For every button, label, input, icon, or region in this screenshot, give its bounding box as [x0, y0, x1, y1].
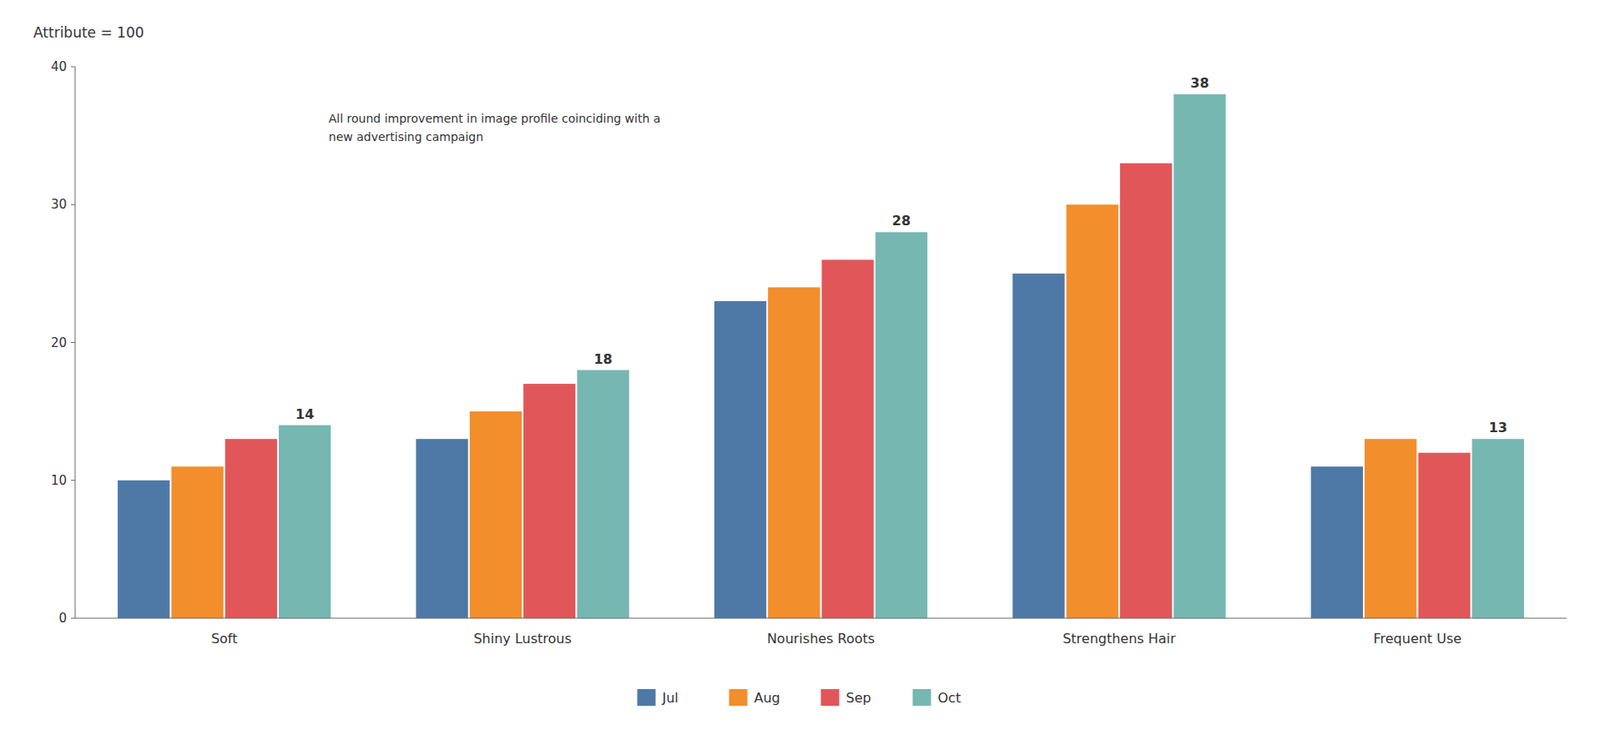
- y-tick-label: 20: [50, 335, 67, 351]
- bar: [225, 439, 278, 619]
- legend-swatch: [821, 689, 840, 707]
- data-label: 13: [1488, 419, 1508, 436]
- data-label: 38: [1190, 75, 1209, 91]
- annotation: All round improvement in image profile c…: [328, 111, 662, 144]
- y-tick: [70, 618, 76, 620]
- x-tick-label: Soft: [211, 630, 238, 647]
- legend-swatch: [913, 689, 932, 707]
- bar: [1364, 439, 1417, 619]
- bar: [767, 287, 820, 619]
- bar: [1066, 204, 1119, 619]
- chart-container: 14 18 28 38 13 0 10 20 30 40 Soft Shiny Lustrous Nou…: [0, 0, 1600, 735]
- bar: [822, 259, 874, 619]
- legend-label: Sep: [846, 690, 872, 707]
- bar: [576, 370, 629, 619]
- legend: Jul Aug Sep Oct: [637, 689, 962, 707]
- data-label: 14: [295, 406, 314, 423]
- chart-svg: 14 18 28 38 13 0 10 20 30 40 Soft Shiny Lustrous Nou…: [0, 0, 1600, 735]
- y-tick: [70, 66, 76, 68]
- bar: [117, 480, 170, 619]
- y-tick: [70, 204, 76, 206]
- annotation-line: new advertising campaign: [328, 130, 484, 144]
- annotation-line: All round improvement in image profile c…: [328, 111, 662, 126]
- y-tick: [70, 342, 76, 344]
- y-tick-label: 0: [58, 610, 67, 626]
- y-tick-label: 10: [50, 473, 67, 489]
- y-tick-label: 40: [50, 59, 67, 75]
- x-tick-label: Frequent Use: [1372, 630, 1462, 647]
- y-axis-label: Attribute = 100: [33, 24, 145, 41]
- bar: [1311, 466, 1363, 619]
- bar: [1418, 453, 1470, 619]
- bar: [1012, 273, 1065, 619]
- bars: [117, 94, 1525, 619]
- bar: [469, 411, 522, 619]
- bar: [875, 232, 928, 619]
- x-tick-label: Nourishes Roots: [767, 630, 875, 647]
- bar: [1472, 439, 1525, 619]
- data-label: 28: [892, 212, 911, 229]
- legend-label: Aug: [754, 690, 781, 707]
- data-label: 18: [593, 351, 612, 368]
- bar: [1120, 163, 1172, 619]
- bar: [171, 466, 223, 619]
- x-tick-label: Strengthens Hair: [1062, 630, 1177, 647]
- legend-label: Jul: [661, 690, 679, 707]
- legend-swatch: [729, 689, 748, 707]
- y-tick-label: 30: [50, 196, 67, 212]
- legend-label: Oct: [938, 690, 962, 707]
- x-tick-label: Shiny Lustrous: [473, 630, 571, 647]
- x-axis-line: [75, 618, 1567, 620]
- legend-swatch: [637, 689, 657, 707]
- y-tick: [70, 479, 76, 481]
- bar: [278, 425, 331, 619]
- bar: [714, 301, 767, 619]
- bar: [1173, 94, 1226, 619]
- bar: [523, 383, 576, 619]
- bar: [415, 439, 468, 619]
